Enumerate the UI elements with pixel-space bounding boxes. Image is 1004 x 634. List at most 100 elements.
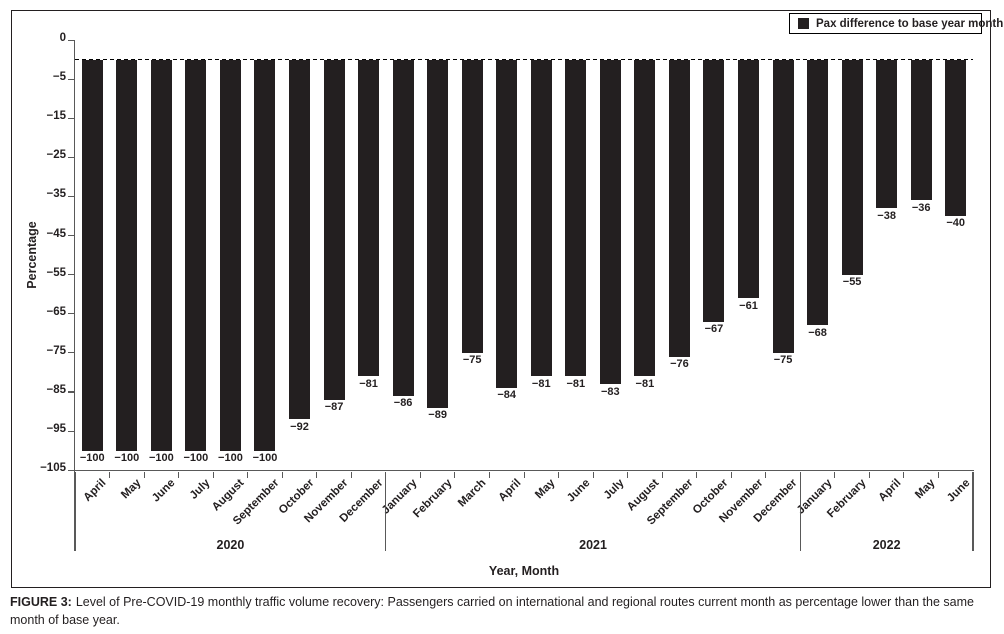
bar-value-label: −100 <box>218 452 243 465</box>
bar-value-label: −81 <box>531 377 551 390</box>
x-tick <box>903 471 905 478</box>
y-axis-title: Percentage <box>25 221 39 289</box>
bar-value-label: −100 <box>252 452 278 465</box>
x-axis-title: Year, Month <box>488 564 560 578</box>
bar-value-label: −40 <box>946 217 966 230</box>
x-tick <box>109 471 111 478</box>
bar-value-label: −92 <box>290 420 309 433</box>
figure-caption: FIGURE 3: Level of Pre-COVID-19 monthly t… <box>10 593 996 629</box>
bar-value-label: −75 <box>773 354 793 367</box>
bar <box>219 59 241 451</box>
x-tick <box>592 471 594 478</box>
x-tick <box>661 471 663 478</box>
bar-value-label: −81 <box>359 377 378 390</box>
bar <box>323 59 345 400</box>
y-tick <box>68 352 74 354</box>
y-tick-label: −105 <box>40 462 66 475</box>
bar <box>668 59 690 357</box>
bar <box>738 59 759 299</box>
x-tick <box>523 471 525 478</box>
x-tick <box>281 471 283 478</box>
y-tick <box>68 39 74 41</box>
x-tick <box>765 471 767 478</box>
y-tick-label: −25 <box>46 149 66 162</box>
y-tick <box>68 117 74 119</box>
bar-value-label: −38 <box>877 209 896 222</box>
y-tick-label: −65 <box>46 305 66 318</box>
bar <box>772 59 794 353</box>
y-tick <box>68 469 74 471</box>
y-tick <box>68 78 74 80</box>
y-tick <box>68 391 74 393</box>
x-tick <box>178 471 180 478</box>
bar-value-label: −55 <box>842 276 862 289</box>
bar <box>427 59 449 408</box>
bar <box>81 59 103 451</box>
y-tick-label: −5 <box>52 71 66 84</box>
x-tick <box>868 471 870 478</box>
bar <box>807 59 829 326</box>
legend-swatch-icon <box>798 18 809 29</box>
y-tick-label: −35 <box>46 188 66 201</box>
y-tick-label: −95 <box>46 423 66 435</box>
bar <box>254 59 276 451</box>
x-tick <box>834 471 836 478</box>
bar-value-label: −100 <box>79 452 105 465</box>
year-separator <box>385 471 387 551</box>
bar <box>496 59 518 388</box>
bar-value-label: −86 <box>393 397 413 410</box>
x-tick <box>937 471 939 478</box>
legend: Pax difference to base year month <box>789 13 1003 34</box>
bar <box>945 59 967 216</box>
y-tick <box>68 274 74 276</box>
x-tick <box>419 471 421 478</box>
y-tick <box>68 235 74 237</box>
year-label: 2020 <box>216 538 245 552</box>
x-tick <box>143 471 145 478</box>
x-tick <box>350 471 352 478</box>
figure-caption-text: Level of Pre-COVID-19 monthly traffic vo… <box>10 595 974 628</box>
y-tick-label: −75 <box>46 344 66 357</box>
bar <box>185 59 207 451</box>
bar <box>461 59 483 353</box>
bar-value-label: −100 <box>148 452 174 465</box>
bar-value-label: −81 <box>635 377 655 390</box>
bar <box>392 59 414 396</box>
bar-value-label: −76 <box>670 358 689 371</box>
bar-value-label: −89 <box>428 409 447 422</box>
year-separator <box>972 471 974 551</box>
bar-value-label: −67 <box>704 323 724 336</box>
bar-value-label: −87 <box>324 401 344 414</box>
bar <box>599 59 621 385</box>
year-label: 2022 <box>872 538 901 552</box>
x-tick <box>316 471 318 478</box>
bar-value-label: −84 <box>497 389 517 402</box>
bar <box>634 59 656 377</box>
bar <box>358 59 380 377</box>
year-separator <box>799 471 801 551</box>
x-tick <box>454 471 456 478</box>
bar-value-label: −61 <box>739 299 758 312</box>
bar <box>116 59 138 451</box>
bar <box>530 59 552 377</box>
y-tick-label: 0 <box>59 32 66 44</box>
x-tick <box>730 471 732 478</box>
bar-value-label: −100 <box>183 452 209 465</box>
y-tick <box>68 313 74 315</box>
bar <box>289 59 310 420</box>
x-tick <box>558 471 560 478</box>
bar-value-label: −36 <box>911 201 931 214</box>
bar-value-label: −68 <box>808 326 827 339</box>
legend-label: Pax difference to base year month <box>816 17 1004 30</box>
x-tick <box>627 471 629 478</box>
y-tick-label: −15 <box>46 110 66 123</box>
bar-value-label: −83 <box>601 385 620 398</box>
bar <box>703 59 725 322</box>
x-tick <box>488 471 490 478</box>
figure-caption-label: FIGURE 3: <box>10 595 72 609</box>
x-tick <box>247 471 249 478</box>
x-tick <box>696 471 698 478</box>
x-tick <box>212 471 214 478</box>
y-tick-label: −85 <box>46 383 66 396</box>
y-axis-line <box>73 40 76 472</box>
